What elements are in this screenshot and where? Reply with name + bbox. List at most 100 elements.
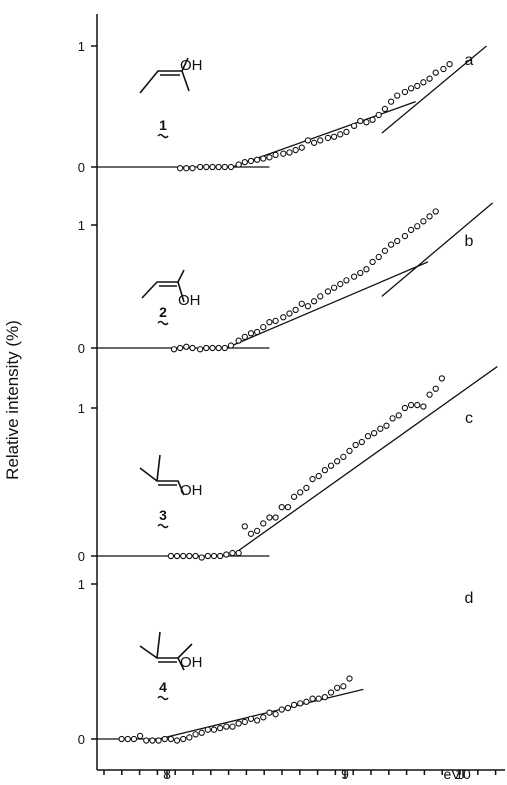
data-point: [407, 401, 415, 409]
data-point: [426, 75, 433, 82]
data-point: [167, 552, 175, 560]
panel-b: 0 1 b OH 2: [78, 202, 494, 356]
compound-number: 3: [159, 507, 167, 523]
y-tick-label: 0: [78, 549, 85, 564]
data-point: [223, 723, 230, 730]
data-point: [446, 61, 453, 68]
data-point: [387, 241, 395, 248]
data-point: [432, 208, 439, 215]
data-point: [260, 714, 267, 721]
data-point: [227, 342, 235, 349]
data-point: [420, 403, 427, 410]
hydroxyl-label: OH: [180, 57, 203, 74]
data-point: [227, 163, 235, 171]
bond-line: [177, 657, 185, 671]
data-point: [221, 344, 228, 352]
molecule-structure: [141, 269, 185, 303]
data-point: [350, 122, 358, 130]
data-point: [292, 306, 299, 314]
data-point: [173, 552, 181, 560]
data-point: [170, 346, 178, 353]
data-point: [266, 154, 273, 161]
panel-a: 0 1 a OH 1: [78, 39, 487, 175]
data-point: [395, 412, 402, 419]
data-point: [241, 718, 248, 726]
data-point: [253, 328, 261, 336]
y-tick-label: 1: [78, 577, 85, 592]
data-point: [317, 293, 324, 300]
y-tick-label: 0: [78, 160, 85, 175]
data-point: [334, 458, 341, 465]
molecule-structure: [139, 454, 185, 496]
data-point: [183, 343, 190, 350]
data-point: [130, 735, 138, 743]
data-point: [284, 504, 292, 511]
fit-line: [226, 261, 429, 349]
y-tick-label: 0: [78, 732, 85, 747]
data-point: [253, 717, 261, 724]
data-point: [375, 253, 382, 261]
data-point: [370, 430, 378, 437]
data-point: [173, 737, 181, 744]
data-point: [176, 165, 184, 172]
y-tick-label: 1: [78, 218, 85, 233]
data-point: [327, 689, 335, 696]
data-point: [401, 404, 409, 412]
data-point: [375, 111, 382, 119]
hydroxyl-label: OH: [180, 654, 203, 671]
data-point: [204, 552, 212, 560]
x-unit-label: eV: [443, 766, 461, 780]
data-point: [334, 684, 341, 691]
data-point: [290, 493, 298, 500]
bond-line: [139, 467, 185, 496]
molecule-structure: [139, 57, 190, 94]
data-point: [337, 131, 344, 138]
data-point: [381, 105, 389, 113]
data-point: [407, 226, 415, 234]
data-point: [215, 344, 222, 352]
data-point: [414, 401, 421, 409]
data-point: [217, 552, 224, 560]
data-point: [321, 694, 329, 701]
data-point: [407, 85, 415, 92]
data-point: [315, 472, 322, 480]
data-point: [303, 484, 310, 492]
data-point: [266, 514, 273, 521]
y-axis-label: Relative intensity (%): [3, 320, 22, 480]
data-point: [204, 726, 212, 733]
chart-frame: [96, 14, 505, 771]
data-point: [315, 695, 322, 702]
bond-line: [156, 454, 161, 482]
data-point: [210, 552, 218, 560]
data-point: [149, 737, 156, 744]
molecule-structure: [139, 631, 193, 671]
hydroxyl-label: OH: [178, 292, 201, 309]
data-point: [286, 310, 293, 317]
data-point: [198, 729, 205, 736]
data-point: [192, 552, 199, 560]
data-point: [364, 432, 372, 440]
data-point: [253, 156, 261, 163]
data-point: [310, 139, 318, 146]
data-point: [420, 79, 427, 86]
data-point: [290, 701, 298, 709]
data-point: [247, 715, 255, 722]
data-point: [369, 258, 376, 266]
x-tick-label: 10: [455, 766, 471, 780]
data-point: [438, 375, 446, 382]
data-point: [440, 65, 447, 73]
data-point: [297, 700, 304, 707]
data-point: [309, 475, 316, 483]
data-point: [324, 288, 332, 295]
data-point: [280, 314, 287, 321]
data-point: [369, 116, 376, 123]
hydroxyl-label: OH: [180, 482, 203, 499]
data-point: [247, 157, 255, 165]
data-point: [197, 346, 204, 353]
data-point: [241, 523, 248, 530]
data-point: [284, 704, 292, 712]
data-point: [241, 333, 248, 341]
data-point: [266, 709, 273, 716]
compound-number: 1: [159, 117, 167, 133]
